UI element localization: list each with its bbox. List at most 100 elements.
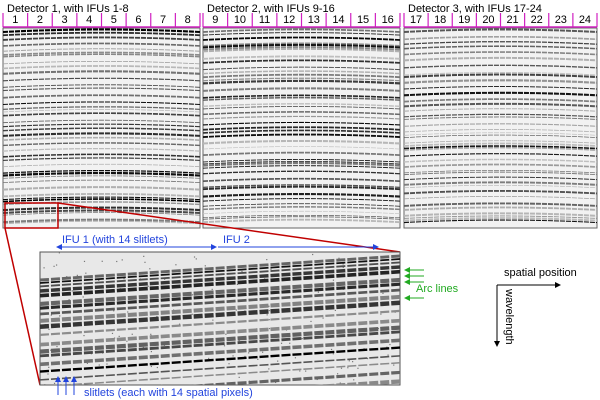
noise [126, 340, 128, 342]
zoom-arc-line [40, 309, 400, 337]
arc-line [202, 96, 401, 101]
zoom-arc-line [40, 330, 400, 358]
arc-line [202, 46, 401, 51]
arc-line [202, 146, 401, 150]
noise [266, 259, 268, 261]
noise [44, 384, 46, 385]
arc-line [202, 203, 401, 207]
noise [294, 357, 297, 359]
noise [268, 305, 270, 307]
arc-line [403, 86, 598, 90]
arc-line [202, 47, 401, 53]
arc-line [2, 70, 201, 75]
arc-line [403, 56, 598, 62]
noise [393, 364, 395, 366]
arc-line [202, 106, 401, 110]
arc-line [403, 41, 598, 45]
noise [238, 376, 240, 378]
arc-line [2, 84, 201, 88]
arc-line [202, 55, 401, 60]
arc-line [202, 170, 401, 175]
noise [116, 260, 118, 263]
arc-line [202, 42, 401, 47]
zoom-arc-line [40, 325, 400, 354]
arc-line [403, 145, 598, 150]
arc-lines-label: Arc lines [416, 283, 459, 295]
arc-line [202, 161, 401, 165]
arc-line [2, 77, 201, 82]
noise [268, 319, 270, 321]
zoom-connector [57, 202, 401, 253]
noise [156, 366, 158, 369]
noise [236, 283, 239, 286]
arc-line [403, 64, 598, 69]
noise [86, 362, 88, 364]
arc-line [2, 179, 201, 184]
arc-line [202, 151, 401, 157]
noise [232, 355, 234, 357]
zoom-arc-line [54, 361, 400, 385]
arc-line [2, 218, 201, 224]
noise [211, 288, 213, 290]
arc-line [202, 103, 401, 107]
arc-line [202, 159, 401, 163]
arc-line [403, 116, 598, 120]
arc-line [403, 123, 598, 127]
noise [342, 263, 344, 265]
y-axis-label: wavelength [503, 288, 515, 345]
ifu-number: 8 [185, 14, 191, 26]
noise [58, 252, 60, 254]
arc-line [403, 73, 598, 79]
noise [353, 379, 355, 381]
arc-line [403, 212, 598, 217]
zoom-arc-line [40, 261, 400, 288]
arc-line [202, 79, 401, 85]
noise [257, 358, 259, 360]
ifu2-label: IFU 2 [223, 234, 250, 246]
arc-line [202, 66, 401, 71]
arc-line [403, 171, 598, 176]
arc-line [403, 98, 598, 103]
noise [268, 327, 271, 330]
arc-line [403, 140, 598, 144]
noise [266, 314, 268, 316]
noise [228, 363, 230, 365]
noise [143, 255, 145, 257]
noise [123, 278, 125, 280]
detector-image [403, 27, 598, 229]
ifu-number: 1 [12, 14, 18, 26]
noise [144, 384, 146, 385]
arc-line [2, 31, 201, 37]
ifu-number: 15 [357, 14, 369, 26]
noise [322, 317, 324, 319]
arc-line [403, 142, 598, 147]
arc-line [2, 163, 201, 168]
arc-line [202, 198, 401, 202]
noise [195, 258, 197, 260]
arc-line [403, 45, 598, 50]
noise [277, 360, 279, 362]
noise [299, 370, 301, 372]
ifu-number: 18 [434, 14, 446, 26]
noise [53, 265, 55, 267]
noise [317, 291, 319, 293]
arc-line [2, 212, 201, 216]
noise [113, 310, 115, 312]
noise [340, 367, 343, 369]
ifu-number: 20 [482, 14, 494, 26]
noise [191, 313, 193, 315]
noise [85, 272, 87, 274]
arc-line [403, 129, 598, 133]
noise [289, 342, 291, 344]
arc-line [202, 193, 401, 198]
noise [98, 279, 100, 281]
arc-line [2, 132, 201, 137]
ifu-number: 7 [160, 14, 166, 26]
arc-line [403, 28, 598, 33]
noise [244, 355, 246, 358]
zoom-arc-line [40, 282, 400, 310]
noise [156, 315, 158, 318]
arc-line [2, 109, 201, 113]
noise [66, 276, 68, 278]
noise [83, 260, 86, 263]
